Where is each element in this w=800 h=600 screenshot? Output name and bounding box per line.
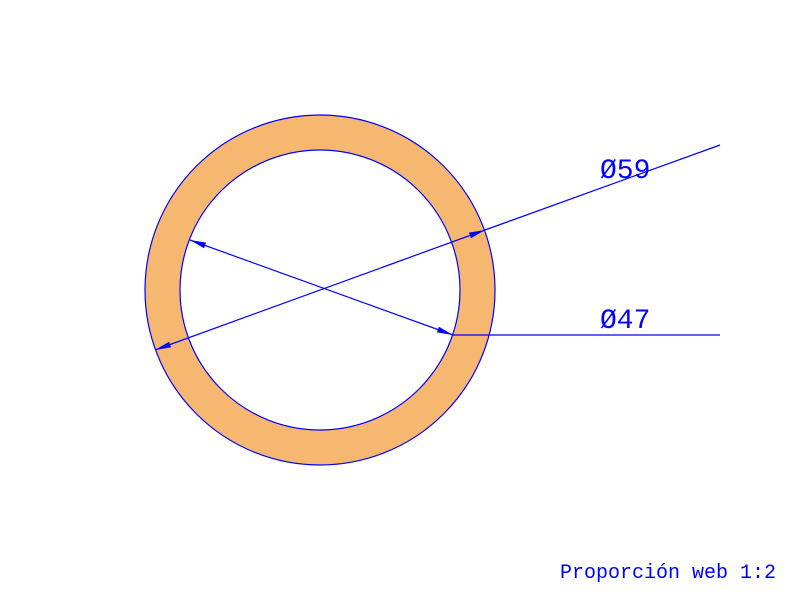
background <box>0 0 800 600</box>
dimension-label: Ø47 <box>600 306 650 337</box>
cross-section-diagram: Ø59 Ø47 Proporción web 1:2 <box>0 0 800 600</box>
dimension-label: Ø59 <box>600 156 650 187</box>
scale-footer: Proporción web 1:2 <box>560 562 776 585</box>
